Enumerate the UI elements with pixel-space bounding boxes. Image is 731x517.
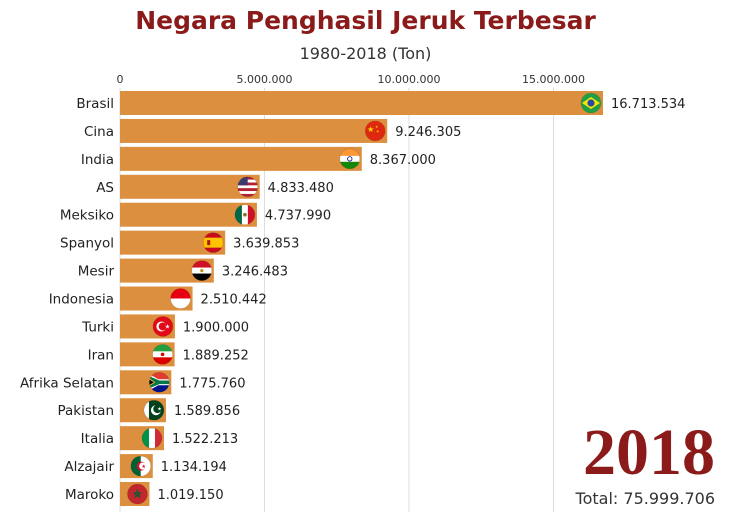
svg-text:★: ★ [376,129,380,133]
total-row: Total: 75.999.706 [576,489,715,508]
category-label: Afrika Selatan [20,375,114,391]
morocco-flag: ☆ [127,484,148,505]
category-label: Brasil [76,96,114,112]
usa-flag [237,176,258,197]
x-tick-label: 10.000.000 [377,73,440,86]
category-label: Maroko [65,487,114,503]
bar [120,118,388,143]
brazil-flag [581,93,601,113]
x-tick-label: 0 [117,73,124,86]
value-label: 8.367.000 [370,153,436,168]
india-flag [339,148,360,169]
bar-row: Iran 1.889.252 [88,342,249,367]
bar [120,146,362,171]
value-label: 4.833.480 [268,181,334,196]
value-label: 1.134.194 [161,460,227,475]
category-label: Italia [81,431,114,447]
category-label: Mesir [78,264,115,280]
pakistan-flag: ★ [143,400,164,421]
value-label: 4.737.990 [265,209,331,224]
bar-row: India 8.367.000 [81,146,436,171]
category-label: Indonesia [49,292,114,308]
iran-flag [152,344,173,365]
value-label: 1.775.760 [179,376,245,391]
svg-text:★: ★ [165,323,170,330]
bar [120,91,603,115]
value-label: 1.589.856 [174,404,240,419]
turkey-flag: ★ [152,316,173,337]
bar-row: Turki ★ 1.900.000 [81,314,249,339]
x-tick-label: 5.000.000 [237,73,293,86]
category-label: Spanyol [60,236,114,252]
bar-row: Spanyol 3.639.853 [60,230,299,255]
spain-flag [203,232,224,253]
category-label: Pakistan [57,403,114,419]
mexico-flag [234,204,255,225]
chart-title: Negara Penghasil Jeruk Terbesar [135,6,596,35]
bar-row: AS 4.833.480 [96,174,334,199]
category-label: Alzajair [64,459,114,475]
south-africa-flag [149,372,170,393]
italy-flag [141,428,162,449]
category-label: Cina [84,124,114,140]
china-flag: ★ ★★ [365,120,386,141]
category-label: Iran [88,347,114,363]
svg-text:☆: ☆ [133,489,141,499]
svg-text:★: ★ [157,407,162,413]
algeria-flag: ★ [130,456,151,477]
value-label: 9.246.305 [395,125,461,140]
total-label: Total: [575,489,619,508]
bar-row: Cina ★ ★★ 9.246.305 [84,118,461,143]
value-label: 1.019.150 [157,488,223,503]
value-label: 1.889.252 [183,348,249,363]
value-label: 1.522.213 [172,432,238,447]
bar-row: Afrika Selatan 1.775.760 [20,370,245,395]
bar [120,174,260,199]
bar-row: Maroko ☆ 1.019.150 [65,482,224,507]
chart-subtitle: 1980-2018 (Ton) [299,44,432,63]
bar-row: Indonesia 2.510.442 [49,286,267,311]
category-label: India [81,152,114,168]
category-label: AS [96,180,114,196]
category-label: Meksiko [60,208,114,224]
bar-row: Brasil 16.713.534 [76,91,685,115]
value-label: 16.713.534 [611,97,685,112]
value-label: 2.510.442 [201,293,267,308]
bar-row: Meksiko 4.737.990 [60,202,331,227]
value-label: 3.639.853 [233,237,299,252]
bar-row: Italia 1.522.213 [81,426,238,451]
value-label: 1.900.000 [183,320,249,335]
year-label: 2018 [583,416,715,489]
svg-text:★: ★ [375,125,379,129]
svg-text:★: ★ [367,125,374,134]
bar [120,202,257,227]
indonesia-flag [170,288,191,309]
value-label: 3.246.483 [222,265,288,280]
egypt-flag [191,260,212,281]
bar-row: Mesir 3.246.483 [78,258,288,283]
bar-row: Alzajair ★ 1.134.194 [64,454,227,479]
x-tick-label: 15.000.000 [522,73,585,86]
svg-text:★: ★ [142,464,147,470]
bar-row: Pakistan ★ 1.589.856 [57,398,240,423]
total-value: 75.999.706 [623,489,715,508]
category-label: Turki [81,319,114,335]
